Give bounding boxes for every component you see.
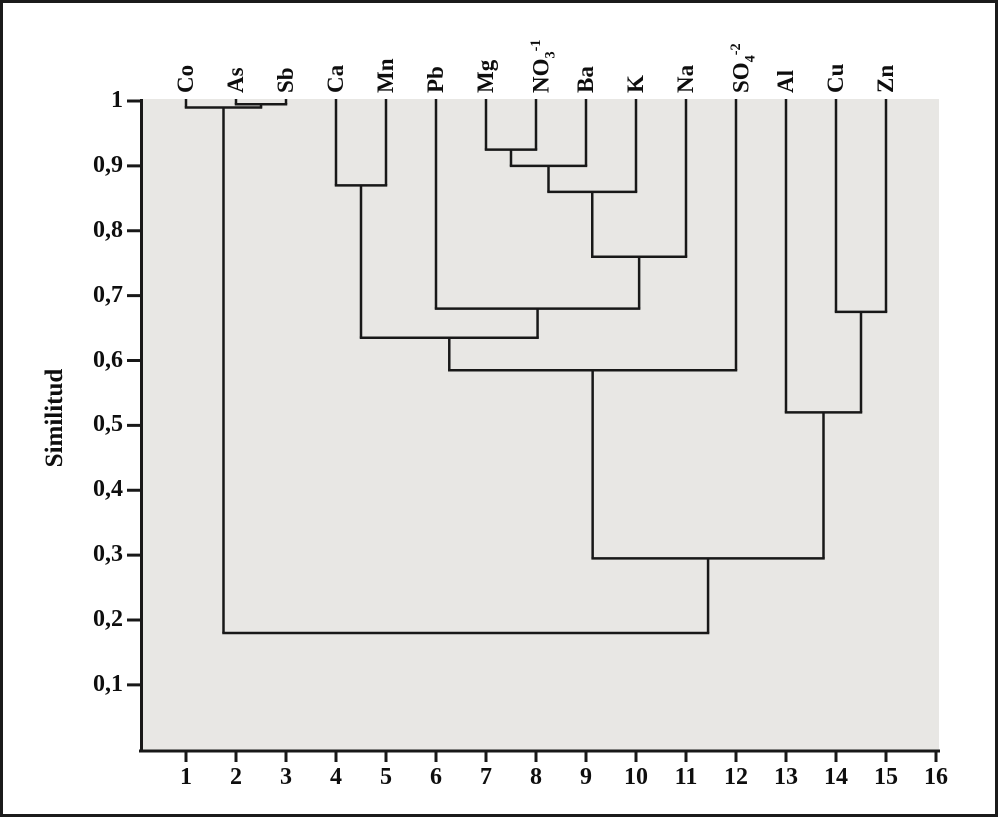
leaf-label-Co: Co	[173, 64, 198, 93]
y-tick-label-0,1: 0,1	[93, 670, 123, 697]
leaf-label-Mn: Mn	[373, 58, 398, 94]
x-tick-label-15: 15	[874, 764, 898, 790]
x-tick-label-2: 2	[230, 764, 242, 790]
y-tick-label-1: 1	[111, 87, 123, 113]
leaf-label-Ca: Ca	[323, 64, 348, 93]
leaf-label-Pb: Pb	[423, 66, 448, 93]
leaf-label-NO3-1: NO3-1	[528, 39, 559, 94]
x-tick-label-1: 1	[180, 764, 192, 790]
x-tick-label-9: 9	[580, 764, 592, 790]
x-tick-label-14: 14	[824, 764, 848, 790]
y-tick-label-0,3: 0,3	[93, 541, 123, 568]
dendrogram-svg	[127, 99, 940, 762]
leaf-label-SO4-2: SO4-2	[728, 43, 759, 93]
y-tick-label-0,5: 0,5	[93, 411, 123, 438]
y-tick-label-0,9: 0,9	[93, 151, 123, 178]
leaf-label-Zn: Zn	[873, 64, 898, 93]
y-tick-label-0,6: 0,6	[93, 346, 123, 373]
y-tick-label-0,4: 0,4	[93, 476, 123, 503]
x-tick-label-13: 13	[774, 764, 798, 790]
x-tick-label-16: 16	[924, 764, 948, 790]
leaf-label-Na: Na	[673, 64, 698, 93]
x-tick-label-4: 4	[330, 764, 342, 790]
x-tick-label-5: 5	[380, 764, 392, 790]
x-tick-label-7: 7	[480, 764, 492, 790]
x-tick-label-3: 3	[280, 764, 292, 790]
x-tick-label-11: 11	[674, 764, 698, 790]
x-tick-label-12: 12	[724, 764, 748, 790]
x-tick-label-10: 10	[624, 764, 648, 790]
x-tick-label-8: 8	[530, 764, 542, 790]
leaf-label-Ba: Ba	[573, 66, 598, 93]
y-tick-label-0,7: 0,7	[93, 281, 123, 308]
y-tick-label-0,2: 0,2	[93, 606, 123, 632]
plot-area	[142, 99, 939, 751]
leaf-label-Sb: Sb	[273, 67, 298, 93]
leaf-label-K: K	[623, 75, 648, 93]
y-tick-label-0,8: 0,8	[93, 216, 123, 243]
leaf-label-As: As	[223, 67, 248, 93]
leaf-label-Al: Al	[773, 70, 798, 93]
leaf-label-Mg: Mg	[473, 59, 498, 93]
leaf-label-Cu: Cu	[823, 63, 848, 93]
x-tick-label-6: 6	[430, 764, 442, 790]
